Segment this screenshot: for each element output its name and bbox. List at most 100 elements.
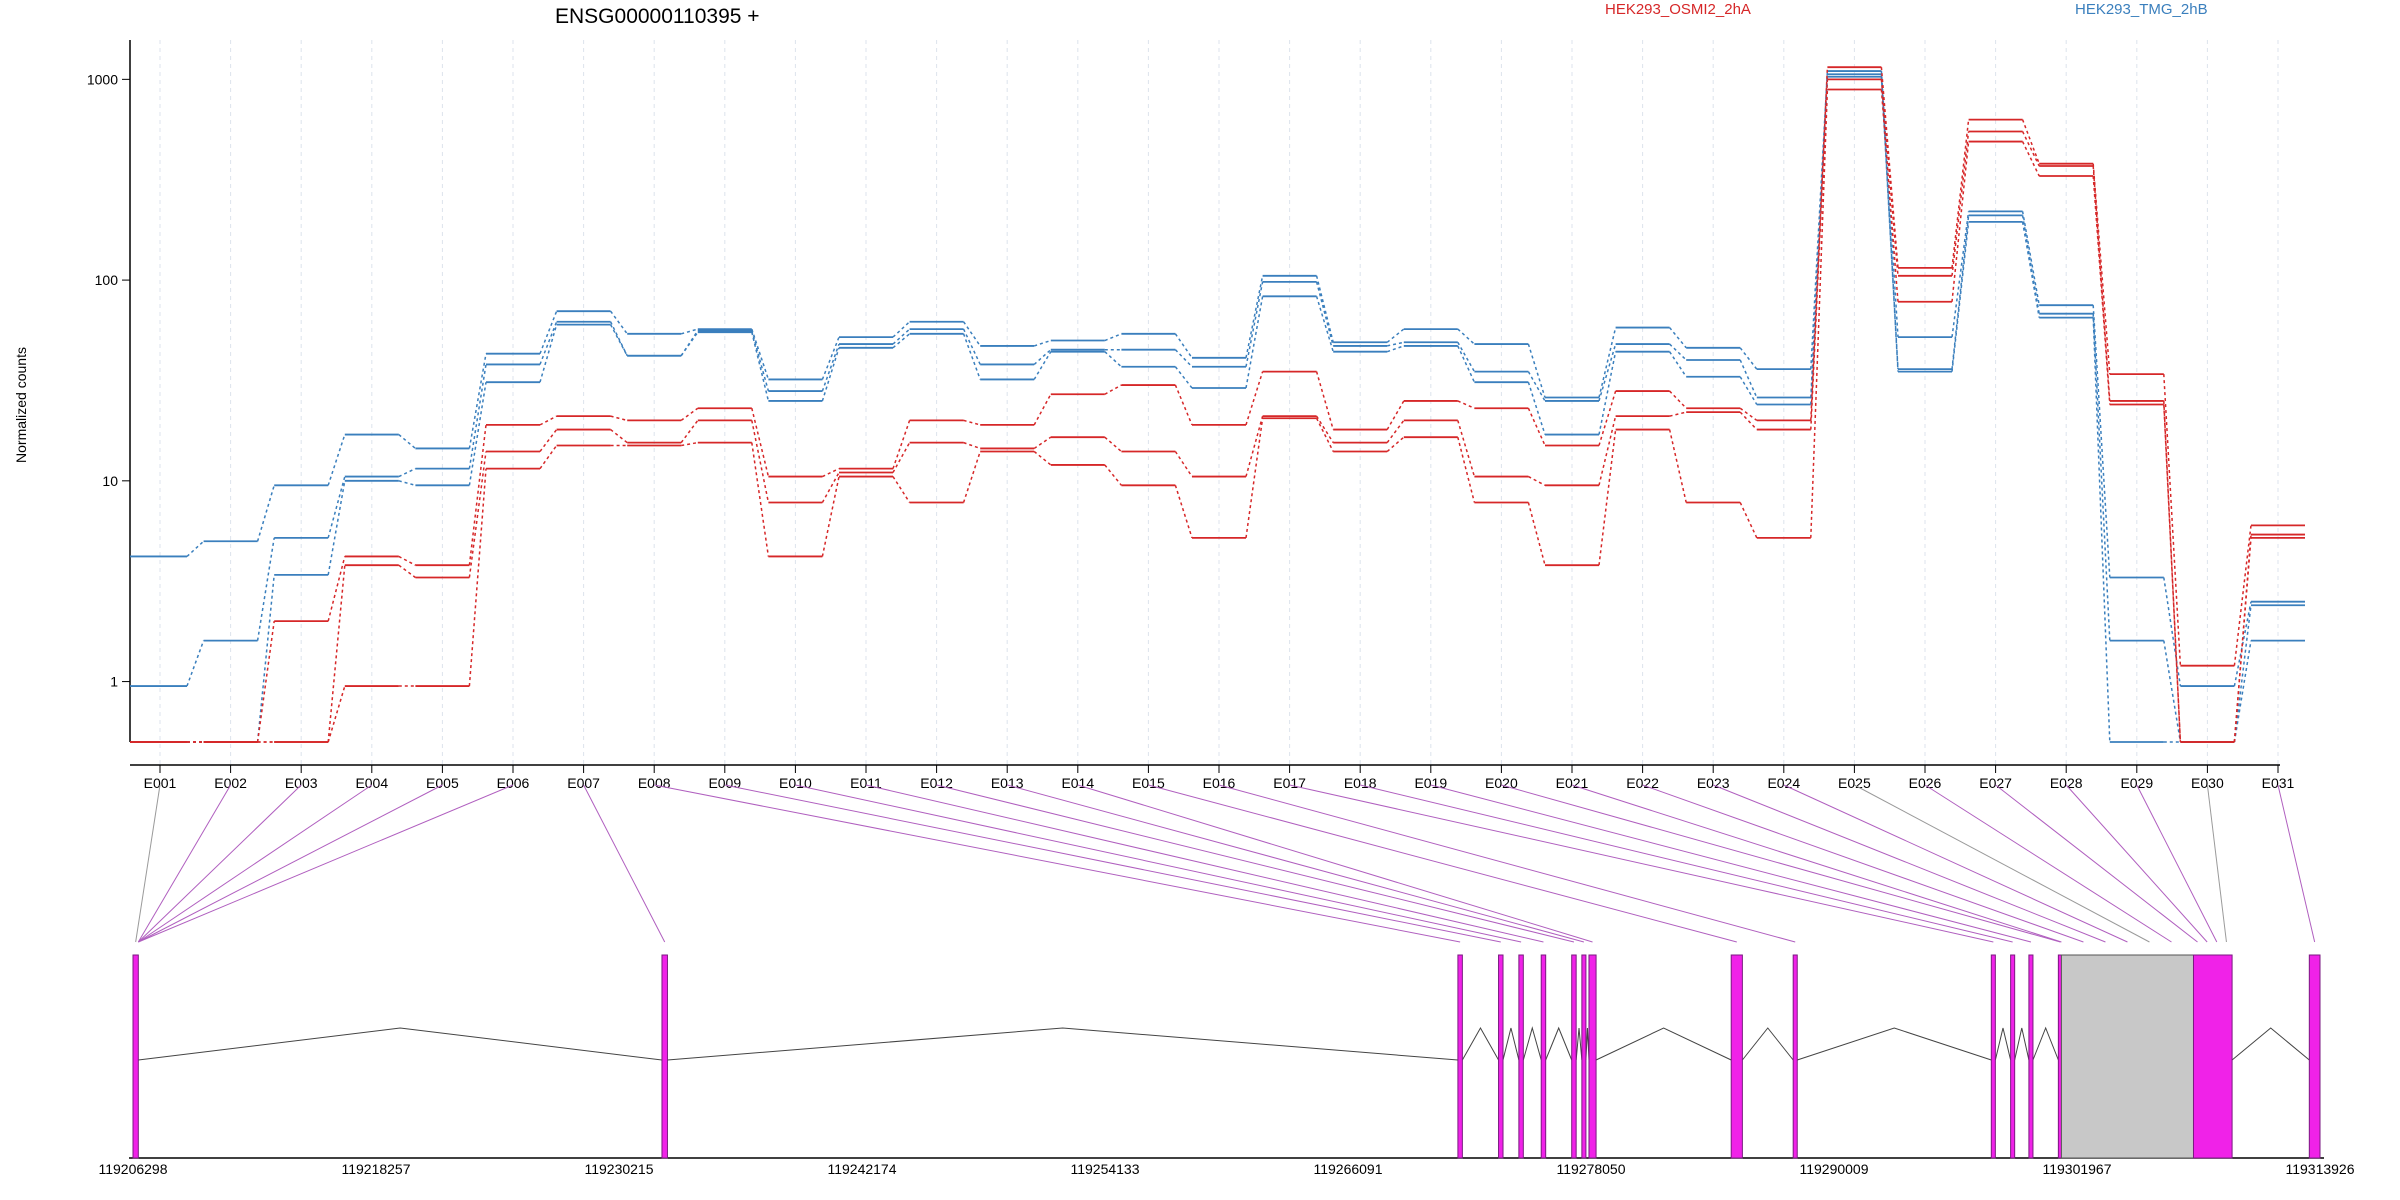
coordinate-label: 119254133 [1070,1161,1139,1177]
exon-transition [751,420,770,503]
chart-title: ENSG00000110395 + [555,5,760,28]
axes: 1 10 100 1000 E001 E002 E003 E004 E005 E006 E007 E0… [87,40,2295,791]
exon-connector [1713,784,2106,943]
exon-transition [1668,429,1687,503]
exon-transition [1951,131,1970,276]
exon-transition [962,328,981,365]
exon-transition [821,336,840,380]
exon-connector [865,784,1544,943]
exon-transition [2021,119,2040,164]
exon-transition [1739,407,1758,422]
exon-transition [1033,349,1052,366]
exon-transition [2163,400,2182,743]
exon-transition [962,333,981,380]
exon-transition [680,331,699,357]
exon-transition [751,330,770,392]
exon-transition [821,347,840,402]
exon-connector [724,784,1501,943]
exon-transition [1669,327,1687,349]
exon-transition [1033,351,1052,380]
y-tick-label: 1 [110,674,118,690]
intron-line [1741,1027,1794,1061]
exon-transition [1174,333,1193,359]
exon-transition [327,556,346,622]
exon-transition [2233,537,2252,743]
exon-transition [2021,211,2040,306]
exon-transition [1669,390,1687,409]
exon-block [1990,954,1996,1159]
grid [159,40,2279,765]
exon-connector [2277,784,2316,943]
intron-line [1994,1027,2012,1061]
intron-line [2231,1027,2310,1061]
exon-transition [2092,313,2111,641]
exon-transition [1245,418,1264,538]
exon-transition [2163,374,2182,666]
x-tick-label: E018 [1344,775,1377,791]
exon-transition [1457,341,1476,372]
exon-block [1498,954,1504,1159]
exon-transition [1527,371,1546,402]
exon-transition [1457,345,1476,383]
exon-transition [398,433,416,450]
exon-transition [398,467,416,478]
exon-transition [398,555,416,566]
exon-connector [1430,784,2032,943]
exon-connector [2206,784,2227,943]
exon-connector [138,784,514,943]
exon-transition [256,574,275,743]
series-line [130,70,2305,687]
coordinate-label: 119278050 [1556,1161,1625,1177]
exon-connector [795,784,1522,943]
exon-transition [327,434,346,486]
exon-transition [963,441,981,450]
exon-transition [681,441,698,447]
intron-line [1585,1027,1590,1061]
exon-transition [1245,275,1264,358]
exon-transition [1104,351,1122,368]
exon-connector [138,784,373,943]
exon-transition [468,451,487,578]
exon-transition [2233,605,2252,743]
exon-connector [1218,784,1796,943]
y-tick-label: 100 [95,272,119,288]
exon-transition [2233,640,2252,743]
exon-connector [2136,784,2218,943]
exon-transition [751,442,770,557]
exon-block [1518,954,1524,1159]
exon-transition [1810,67,1829,421]
x-tick-label: E031 [2262,775,2295,791]
exon-connector [1289,784,1994,943]
exon-transition [1951,119,1970,268]
x-tick-label: E010 [779,775,812,791]
exon-connector [1501,784,2061,943]
exon-transition [1527,502,1546,566]
exon-connectors [135,784,2316,943]
x-tick-label: E017 [1273,775,1306,791]
exon-transition [1104,384,1122,395]
exon-connector [1783,784,2128,943]
exon-transition [1951,215,1970,370]
exon-connector [583,784,666,943]
exon-transition [609,321,628,357]
gene-model: 119206298 119218257 119230215 119242174 1192… [98,954,2355,1177]
series-line [130,88,2305,743]
intron-line [1575,1027,1583,1061]
exon-transition [822,467,840,478]
exon-transition [821,472,840,503]
intron-line [1797,1027,1992,1061]
exon-transition [186,540,205,558]
coordinate-label: 119218257 [341,1161,410,1177]
exon-transition [821,343,840,392]
exon-transition [1880,89,1899,302]
exon-transition [2021,141,2040,177]
exon-block [1730,954,1743,1159]
exon-transition [1245,281,1264,367]
exon-transition [1527,407,1546,446]
exon-transition [1315,415,1334,444]
x-tick-label: E019 [1414,775,1447,791]
coordinate-label: 119206298 [98,1161,167,1177]
exon-transition [1810,79,1829,430]
exon-transition [1598,390,1617,446]
exon-transition [2092,163,2111,375]
